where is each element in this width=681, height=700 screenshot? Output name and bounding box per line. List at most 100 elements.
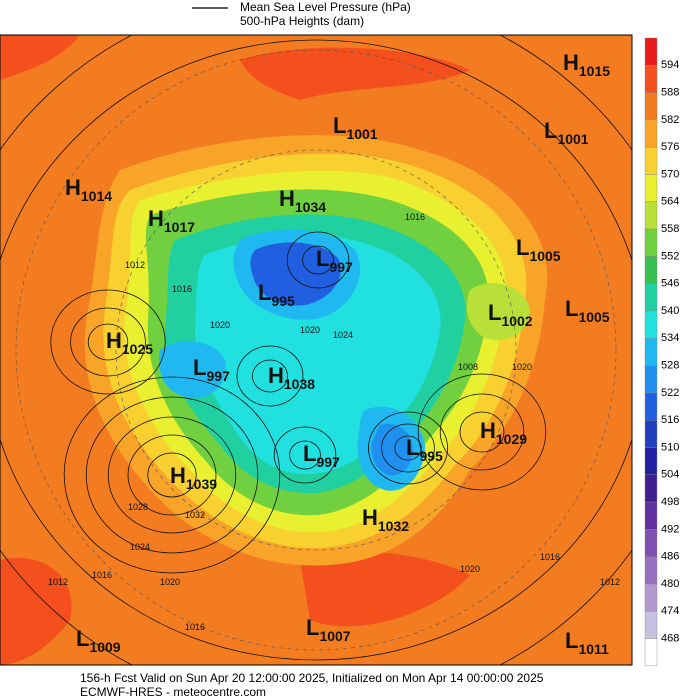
isobar bbox=[87, 323, 129, 361]
colorbar-swatch bbox=[644, 474, 658, 503]
height-region bbox=[240, 47, 470, 100]
center-type: L bbox=[306, 615, 319, 640]
isobar bbox=[127, 434, 217, 516]
colorbar-label: 564 bbox=[661, 196, 679, 208]
center-type: H bbox=[170, 463, 186, 488]
colorbar-swatch bbox=[644, 146, 658, 175]
colorbar-swatch bbox=[644, 174, 658, 202]
legend-text: 500-hPa Heights (dam) bbox=[240, 14, 364, 28]
isobar bbox=[417, 373, 547, 491]
pressure-center: L1011 bbox=[565, 628, 609, 657]
contour-label: 1012 bbox=[125, 260, 145, 270]
contour-label: 1016 bbox=[92, 570, 112, 580]
isobar bbox=[381, 423, 435, 473]
pressure-center: L1009 bbox=[76, 626, 121, 655]
center-value: 995 bbox=[419, 448, 443, 464]
pressure-center: H1029 bbox=[480, 418, 527, 447]
footer-text: ECMWF-HRES - meteocentre.com bbox=[80, 685, 266, 699]
colorbar-swatch bbox=[644, 65, 658, 93]
isobar bbox=[0, 39, 632, 661]
center-type: H bbox=[148, 206, 164, 231]
colorbar-label: 498 bbox=[661, 496, 679, 508]
center-type: L bbox=[406, 435, 419, 460]
colorbar-label: 570 bbox=[661, 168, 679, 180]
isobar bbox=[286, 231, 350, 289]
colorbar-swatch bbox=[644, 501, 658, 530]
colorbar-swatch bbox=[644, 283, 658, 312]
latitude-circle bbox=[115, 149, 517, 551]
colorbar-label: 486 bbox=[661, 551, 679, 563]
colorbar-label: 576 bbox=[661, 141, 679, 153]
colorbar-swatch bbox=[644, 556, 658, 585]
contour-label: 1012 bbox=[48, 577, 68, 587]
colorbar-swatch bbox=[644, 119, 658, 148]
center-type: L bbox=[316, 246, 329, 271]
center-value: 1039 bbox=[186, 476, 217, 492]
isobar bbox=[50, 289, 166, 395]
colorbar-label: 522 bbox=[661, 387, 679, 399]
center-type: L bbox=[193, 355, 206, 380]
pressure-center: L1005 bbox=[565, 296, 610, 325]
center-value: 1011 bbox=[578, 641, 609, 657]
center-value: 997 bbox=[206, 368, 230, 384]
colorbar-swatch bbox=[644, 365, 658, 394]
colorbar-label: 582 bbox=[661, 114, 679, 126]
center-type: H bbox=[65, 175, 81, 200]
colorbar-label: 588 bbox=[661, 87, 679, 99]
colorbar-swatch bbox=[644, 310, 658, 339]
isobar bbox=[459, 411, 505, 453]
center-value: 1009 bbox=[89, 639, 120, 655]
center-value: 1007 bbox=[319, 628, 350, 644]
height-region bbox=[0, 557, 72, 665]
latitude-circle bbox=[15, 49, 617, 651]
colorbar-label: 540 bbox=[661, 305, 679, 317]
center-type: L bbox=[488, 300, 501, 325]
colorbar-label: 474 bbox=[661, 605, 679, 617]
colorbar-label: 528 bbox=[661, 360, 679, 372]
colorbar-label: 594 bbox=[661, 59, 679, 71]
center-value: 1001 bbox=[346, 126, 377, 142]
center-type: L bbox=[565, 296, 578, 321]
center-value: 1038 bbox=[284, 376, 315, 392]
isobar bbox=[236, 345, 304, 407]
center-type: L bbox=[76, 626, 89, 651]
height-region bbox=[300, 551, 470, 627]
center-value: 995 bbox=[271, 293, 295, 309]
contour-label: 1020 bbox=[512, 362, 532, 372]
colorbar-swatch bbox=[644, 256, 658, 284]
pressure-center: L1002 bbox=[488, 300, 533, 329]
center-type: H bbox=[563, 50, 579, 75]
isobar bbox=[367, 411, 448, 485]
isobar bbox=[302, 245, 334, 275]
center-type: H bbox=[106, 328, 122, 353]
colorbar-label: 546 bbox=[661, 278, 679, 290]
pressure-center: L1001 bbox=[544, 118, 589, 147]
isobar bbox=[147, 452, 197, 498]
center-value: 1001 bbox=[557, 131, 588, 147]
center-value: 1025 bbox=[122, 341, 153, 357]
contour-label: 1020 bbox=[300, 325, 320, 335]
center-type: L bbox=[544, 118, 557, 143]
colorbar-label: 492 bbox=[661, 523, 679, 535]
height-region bbox=[0, 35, 80, 80]
center-value: 1002 bbox=[501, 313, 532, 329]
center-type: L bbox=[258, 280, 271, 305]
pressure-center: L997 bbox=[193, 355, 230, 384]
center-value: 997 bbox=[316, 454, 340, 470]
pressure-center: L1005 bbox=[516, 235, 561, 264]
colorbar-swatch bbox=[644, 201, 658, 230]
colorbar-swatch bbox=[644, 338, 658, 366]
pressure-center: H1025 bbox=[106, 328, 153, 357]
colorbar-swatch bbox=[644, 583, 658, 612]
center-type: H bbox=[279, 186, 295, 211]
center-value: 1029 bbox=[496, 431, 527, 447]
pressure-center: H1034 bbox=[279, 186, 326, 215]
colorbar-swatch bbox=[644, 611, 658, 639]
contour-label: 1012 bbox=[600, 577, 620, 587]
isobar bbox=[439, 393, 525, 471]
pressure-center: L997 bbox=[303, 441, 340, 470]
contour-label: 1028 bbox=[128, 502, 148, 512]
